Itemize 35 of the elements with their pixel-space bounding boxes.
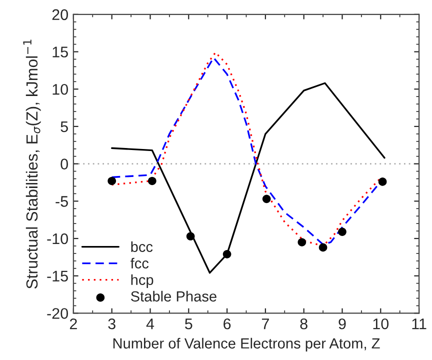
- x-axis-title: Number of Valence Electrons per Atom, Z: [113, 338, 380, 352]
- point: [108, 176, 116, 186]
- legend-label: hcp: [131, 274, 154, 288]
- y-tick-label: -10: [47, 233, 68, 244]
- x-tick-label: 5: [185, 318, 192, 330]
- y-tick-label: 0: [60, 158, 68, 170]
- legend-label: bcc: [131, 241, 153, 252]
- point: [378, 178, 387, 186]
- y-tick-label: 10: [52, 84, 68, 95]
- point: [222, 250, 232, 258]
- x-tick-label: 7: [262, 318, 269, 330]
- point: [338, 228, 346, 236]
- y-tick-label: -20: [47, 308, 68, 319]
- point: [186, 232, 195, 240]
- x-tick-label: 4: [146, 318, 154, 330]
- point: [298, 238, 306, 246]
- x-tick-label: 3: [108, 318, 116, 330]
- legend-label: Stable Phase: [130, 290, 216, 302]
- legend-label: fcc: [130, 258, 149, 269]
- point: [318, 243, 328, 252]
- y-tick-label: 20: [52, 9, 68, 20]
- x-tick-label: 2: [70, 318, 77, 330]
- line-series: [111, 82, 386, 274]
- x-tick-label: 8: [300, 318, 308, 330]
- y-tick-label: -5: [56, 196, 68, 207]
- y-axis-title: Structual Stabilities, E$_{σ}$(Z), kJmol$^{−1}$: [23, 40, 41, 289]
- x-tick-label: 11: [412, 318, 426, 330]
- x-tick-label: 9: [338, 318, 346, 330]
- y-tick-label: -15: [47, 270, 68, 282]
- point: [262, 194, 271, 204]
- x-tick-label: 6: [224, 318, 231, 330]
- point: [148, 176, 156, 186]
- y-tick-label: 15: [52, 46, 68, 58]
- x-tick-label: 10: [373, 318, 389, 330]
- y-tick-label: 5: [60, 121, 68, 132]
